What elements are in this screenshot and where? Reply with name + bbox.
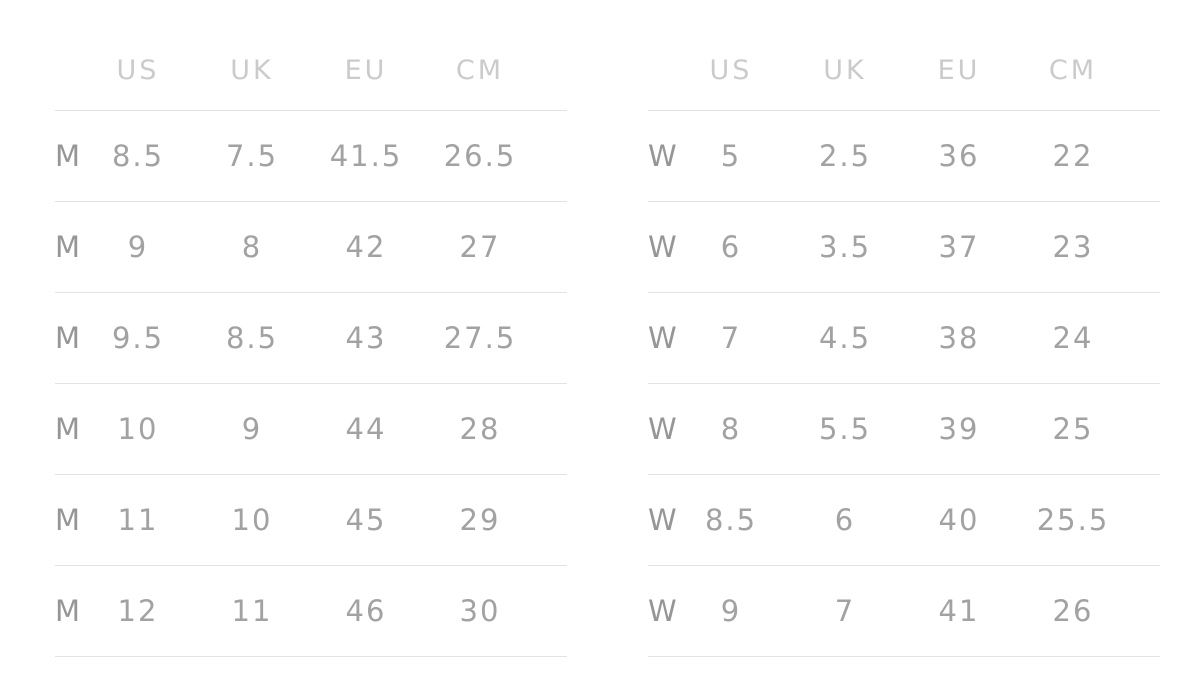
size-cell-cm: 26	[1052, 594, 1094, 628]
size-cell-cm: 28	[459, 412, 501, 446]
size-cell-uk: 7.5	[225, 139, 279, 173]
gender-cell: W	[648, 594, 677, 628]
womens-header-row: US UK EU CM	[648, 30, 1160, 111]
size-cell-eu: 38	[938, 321, 980, 355]
mens-column-header-eu: EU	[344, 54, 388, 86]
table-row: M 8.5 7.5 41.5 26.5	[55, 111, 567, 202]
size-cell-cm: 30	[459, 594, 501, 628]
size-cell-us: 5	[720, 139, 742, 173]
gender-cell: W	[648, 321, 677, 355]
size-cell-cm: 24	[1052, 321, 1094, 355]
table-row: M 9 8 42 27	[55, 202, 567, 293]
womens-column-header-us: US	[709, 54, 753, 86]
table-row: M 9.5 8.5 43 27.5	[55, 293, 567, 384]
size-cell-eu: 40	[938, 503, 980, 537]
size-cell-us: 9	[720, 594, 742, 628]
size-cell-us: 9.5	[111, 321, 165, 355]
size-cell-us: 8.5	[111, 139, 165, 173]
table-row: W 8.5 6 40 25.5	[648, 475, 1160, 566]
table-row: W 8 5.5 39 25	[648, 384, 1160, 475]
gender-cell: M	[55, 594, 81, 628]
size-cell-cm: 26.5	[443, 139, 517, 173]
gender-cell: W	[648, 503, 677, 537]
size-cell-us: 9	[127, 230, 149, 264]
womens-column-header-cm: CM	[1048, 54, 1098, 86]
size-cell-us: 7	[720, 321, 742, 355]
table-row: M 12 11 46 30	[55, 566, 567, 657]
size-cell-cm: 25.5	[1036, 503, 1110, 537]
gender-cell: W	[648, 412, 677, 446]
mens-header-row: US UK EU CM	[55, 30, 567, 111]
table-row: W 6 3.5 37 23	[648, 202, 1160, 293]
mens-column-header-uk: UK	[230, 54, 274, 86]
size-cell-eu: 41.5	[329, 139, 403, 173]
size-cell-us: 8	[720, 412, 742, 446]
size-cell-uk: 8.5	[225, 321, 279, 355]
size-cell-eu: 37	[938, 230, 980, 264]
size-cell-cm: 23	[1052, 230, 1094, 264]
size-cell-uk: 3.5	[818, 230, 872, 264]
mens-column-header-cm: CM	[455, 54, 505, 86]
table-row: W 9 7 41 26	[648, 566, 1160, 657]
size-cell-uk: 11	[231, 594, 273, 628]
size-cell-us: 11	[117, 503, 159, 537]
gender-cell: M	[55, 503, 81, 537]
gender-cell: W	[648, 230, 677, 264]
size-cell-eu: 36	[938, 139, 980, 173]
size-cell-eu: 41	[938, 594, 980, 628]
size-cell-eu: 43	[345, 321, 387, 355]
gender-cell: M	[55, 139, 81, 173]
size-cell-us: 10	[117, 412, 159, 446]
gender-cell: M	[55, 412, 81, 446]
size-cell-us: 8.5	[704, 503, 758, 537]
size-cell-uk: 2.5	[818, 139, 872, 173]
womens-column-header-eu: EU	[937, 54, 981, 86]
size-cell-uk: 4.5	[818, 321, 872, 355]
size-cell-us: 12	[117, 594, 159, 628]
size-cell-eu: 44	[345, 412, 387, 446]
table-row: W 5 2.5 36 22	[648, 111, 1160, 202]
size-cell-eu: 46	[345, 594, 387, 628]
gender-cell: M	[55, 321, 81, 355]
size-cell-uk: 6	[834, 503, 856, 537]
gender-cell: W	[648, 139, 677, 173]
mens-column-header-us: US	[116, 54, 160, 86]
size-cell-cm: 27.5	[443, 321, 517, 355]
size-cell-uk: 10	[231, 503, 273, 537]
size-cell-cm: 29	[459, 503, 501, 537]
size-cell-uk: 8	[241, 230, 263, 264]
size-cell-cm: 22	[1052, 139, 1094, 173]
size-cell-cm: 27	[459, 230, 501, 264]
womens-column-header-uk: UK	[823, 54, 867, 86]
size-cell-uk: 9	[241, 412, 263, 446]
size-cell-eu: 42	[345, 230, 387, 264]
size-cell-uk: 5.5	[818, 412, 872, 446]
table-row: W 7 4.5 38 24	[648, 293, 1160, 384]
table-row: M 11 10 45 29	[55, 475, 567, 566]
womens-size-table: US UK EU CM W 5 2.5 36 22 W 6 3.5 37 23 …	[648, 30, 1160, 657]
gender-cell: M	[55, 230, 81, 264]
size-cell-cm: 25	[1052, 412, 1094, 446]
size-cell-eu: 45	[345, 503, 387, 537]
size-conversion-chart: US UK EU CM M 8.5 7.5 41.5 26.5 M 9 8 42…	[55, 30, 1160, 657]
size-cell-uk: 7	[834, 594, 856, 628]
size-cell-us: 6	[720, 230, 742, 264]
size-cell-eu: 39	[938, 412, 980, 446]
mens-size-table: US UK EU CM M 8.5 7.5 41.5 26.5 M 9 8 42…	[55, 30, 567, 657]
table-row: M 10 9 44 28	[55, 384, 567, 475]
